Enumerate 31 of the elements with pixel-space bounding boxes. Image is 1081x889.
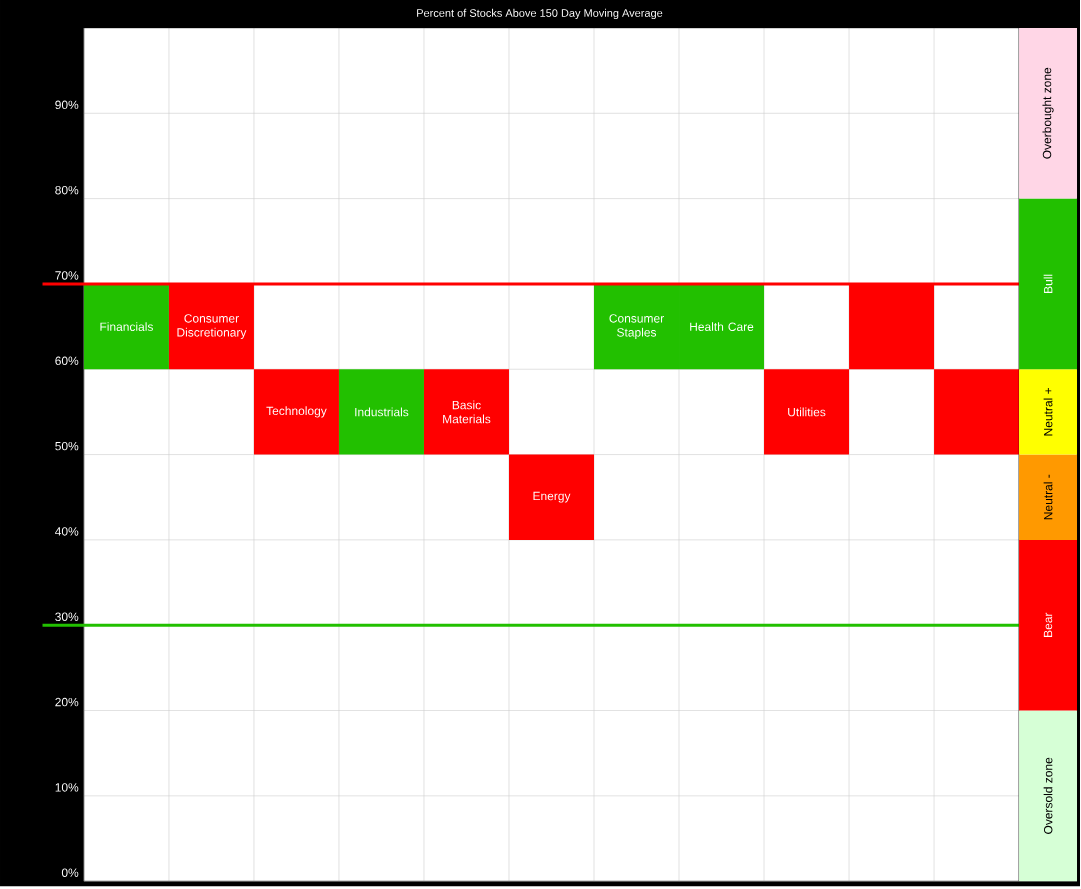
series-label: Overbought zone [1042, 67, 1054, 159]
bar [1019, 27, 1078, 199]
category-label: Energy [533, 491, 571, 503]
y-tick-label: 50% [55, 441, 79, 451]
category-label: Basic Materials [443, 400, 491, 424]
y-tick-label: 80% [55, 185, 79, 195]
y-tick-label: 0% [61, 868, 79, 877]
category-label: Technology [266, 406, 327, 418]
y-tick-label: 20% [55, 697, 79, 707]
bar [1019, 710, 1078, 881]
category-label: Utilities [788, 407, 826, 417]
bar [1019, 454, 1078, 540]
category-label: Consumer Staples [609, 313, 664, 339]
series-label: Bear [1043, 612, 1053, 637]
chart-title: Percent of Stocks Above 150 Day Moving Average [417, 8, 663, 19]
series-label: Neutral - [1043, 474, 1053, 520]
y-tick-label: 30% [55, 612, 79, 621]
category-label: Consumer Discretionary [177, 313, 247, 339]
bar [1019, 198, 1078, 370]
category-label: Health Care [690, 322, 754, 331]
bar [1019, 539, 1078, 711]
y-tick-label: 60% [55, 356, 79, 365]
series-label: Bull [1043, 274, 1053, 293]
series-label: Oversold zone [1043, 757, 1053, 834]
y-tick-label: 90% [55, 100, 79, 109]
y-tick-label: 40% [55, 527, 79, 536]
y-tick-label: 10% [55, 783, 79, 792]
category-label: Industrials [355, 407, 409, 417]
y-tick-label: 70% [55, 271, 79, 280]
series-label: Neutral + [1043, 387, 1053, 436]
category-label: Financials [100, 322, 153, 331]
